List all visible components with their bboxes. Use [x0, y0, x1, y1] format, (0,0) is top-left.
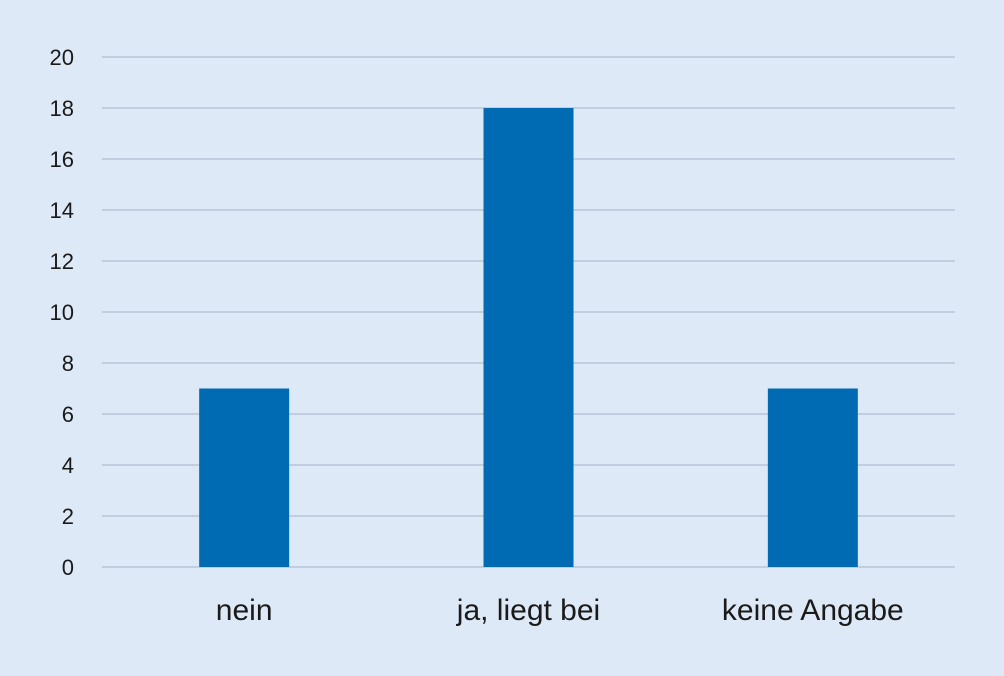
y-tick-label: 14: [50, 198, 74, 223]
bar-2: [767, 388, 858, 567]
y-tick-label: 2: [62, 504, 74, 529]
y-tick-label: 4: [62, 453, 74, 478]
category-label: ja, liegt bei: [456, 594, 600, 627]
category-label: nein: [216, 594, 273, 627]
y-tick-label: 6: [62, 402, 74, 427]
y-tick-label: 20: [50, 45, 74, 70]
y-tick-label: 16: [50, 147, 74, 172]
y-tick-label: 12: [50, 249, 74, 274]
y-tick-label: 18: [50, 96, 74, 121]
y-tick-label: 0: [62, 555, 74, 580]
bar-1: [483, 108, 574, 567]
y-axis-tick-labels: 0 2 4 6 8 10 12 14 16 18 20: [50, 45, 74, 580]
y-tick-label: 8: [62, 351, 74, 376]
category-label: keine Angabe: [722, 594, 904, 627]
bars: [199, 108, 858, 567]
category-labels: nein ja, liegt bei keine Angabe: [216, 594, 904, 627]
y-tick-label: 10: [50, 300, 74, 325]
bar-0: [199, 388, 290, 567]
